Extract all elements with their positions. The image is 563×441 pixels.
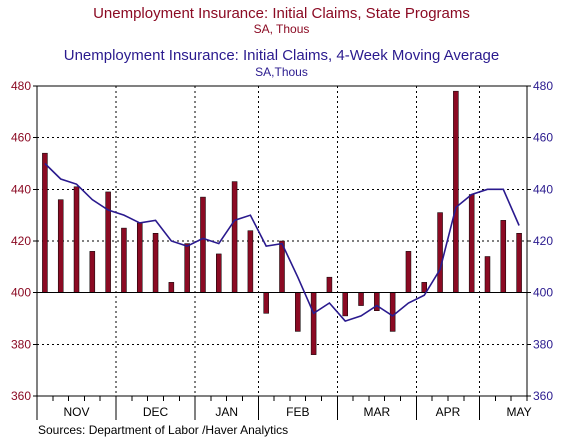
y-tick-label-left: 460: [11, 131, 31, 145]
y-tick-label-right: 400: [533, 286, 553, 300]
bar: [342, 292, 348, 317]
y-tick-label-right: 460: [533, 131, 553, 145]
bar: [484, 256, 491, 293]
chart-subtitle: Unemployment Insurance: Initial Claims, …: [63, 47, 500, 64]
bar: [500, 220, 507, 293]
y-tick-label-right: 480: [533, 79, 553, 93]
bar: [326, 276, 333, 293]
bar: [263, 292, 269, 314]
bar: [168, 282, 175, 293]
bar: [468, 194, 475, 293]
y-tick-label-left: 360: [11, 389, 31, 403]
bar: [358, 292, 364, 306]
x-month-label: APR: [436, 405, 461, 419]
bar: [73, 186, 80, 293]
bar: [42, 152, 48, 293]
y-tick-label-left: 420: [11, 234, 31, 248]
bar: [152, 233, 159, 293]
x-month-label: FEB: [286, 405, 309, 419]
source-note: Sources: Department of Labor /Haver Anal…: [38, 423, 289, 437]
y-tick-label-right: 380: [533, 337, 553, 351]
y-tick-label-right: 420: [533, 234, 553, 248]
y-tick-label-left: 480: [11, 79, 31, 93]
y-tick-label-left: 380: [11, 337, 31, 351]
chart-title: Unemployment Insurance: Initial Claims, …: [93, 5, 470, 22]
bar: [200, 196, 206, 293]
bar: [295, 292, 301, 332]
bar: [247, 230, 254, 293]
bar: [389, 292, 396, 332]
bar: [437, 212, 443, 293]
bar: [374, 292, 380, 311]
x-month-label: DEC: [143, 405, 169, 419]
bar: [121, 227, 127, 293]
bar: [516, 233, 522, 293]
chart-title-units: SA, Thous: [253, 22, 310, 36]
bar: [405, 251, 412, 293]
bar: [136, 222, 143, 293]
x-month-label: MAY: [507, 405, 532, 419]
bar: [184, 243, 190, 293]
y-tick-label-left: 400: [11, 286, 31, 300]
bar: [310, 292, 317, 355]
x-month-label: NOV: [64, 405, 90, 419]
y-tick-label-right: 440: [533, 182, 553, 196]
bar: [231, 181, 238, 293]
bar: [89, 251, 96, 293]
x-month-label: MAR: [364, 405, 391, 419]
chart-subtitle-units: SA,Thous: [255, 65, 308, 79]
bar: [105, 191, 111, 293]
bar: [216, 253, 222, 293]
x-month-label: JAN: [215, 405, 238, 419]
y-tick-label-left: 440: [11, 182, 31, 196]
bar: [453, 90, 459, 293]
moving-average-line: [44, 162, 520, 323]
y-tick-label-right: 360: [533, 389, 553, 403]
bar: [57, 199, 64, 293]
